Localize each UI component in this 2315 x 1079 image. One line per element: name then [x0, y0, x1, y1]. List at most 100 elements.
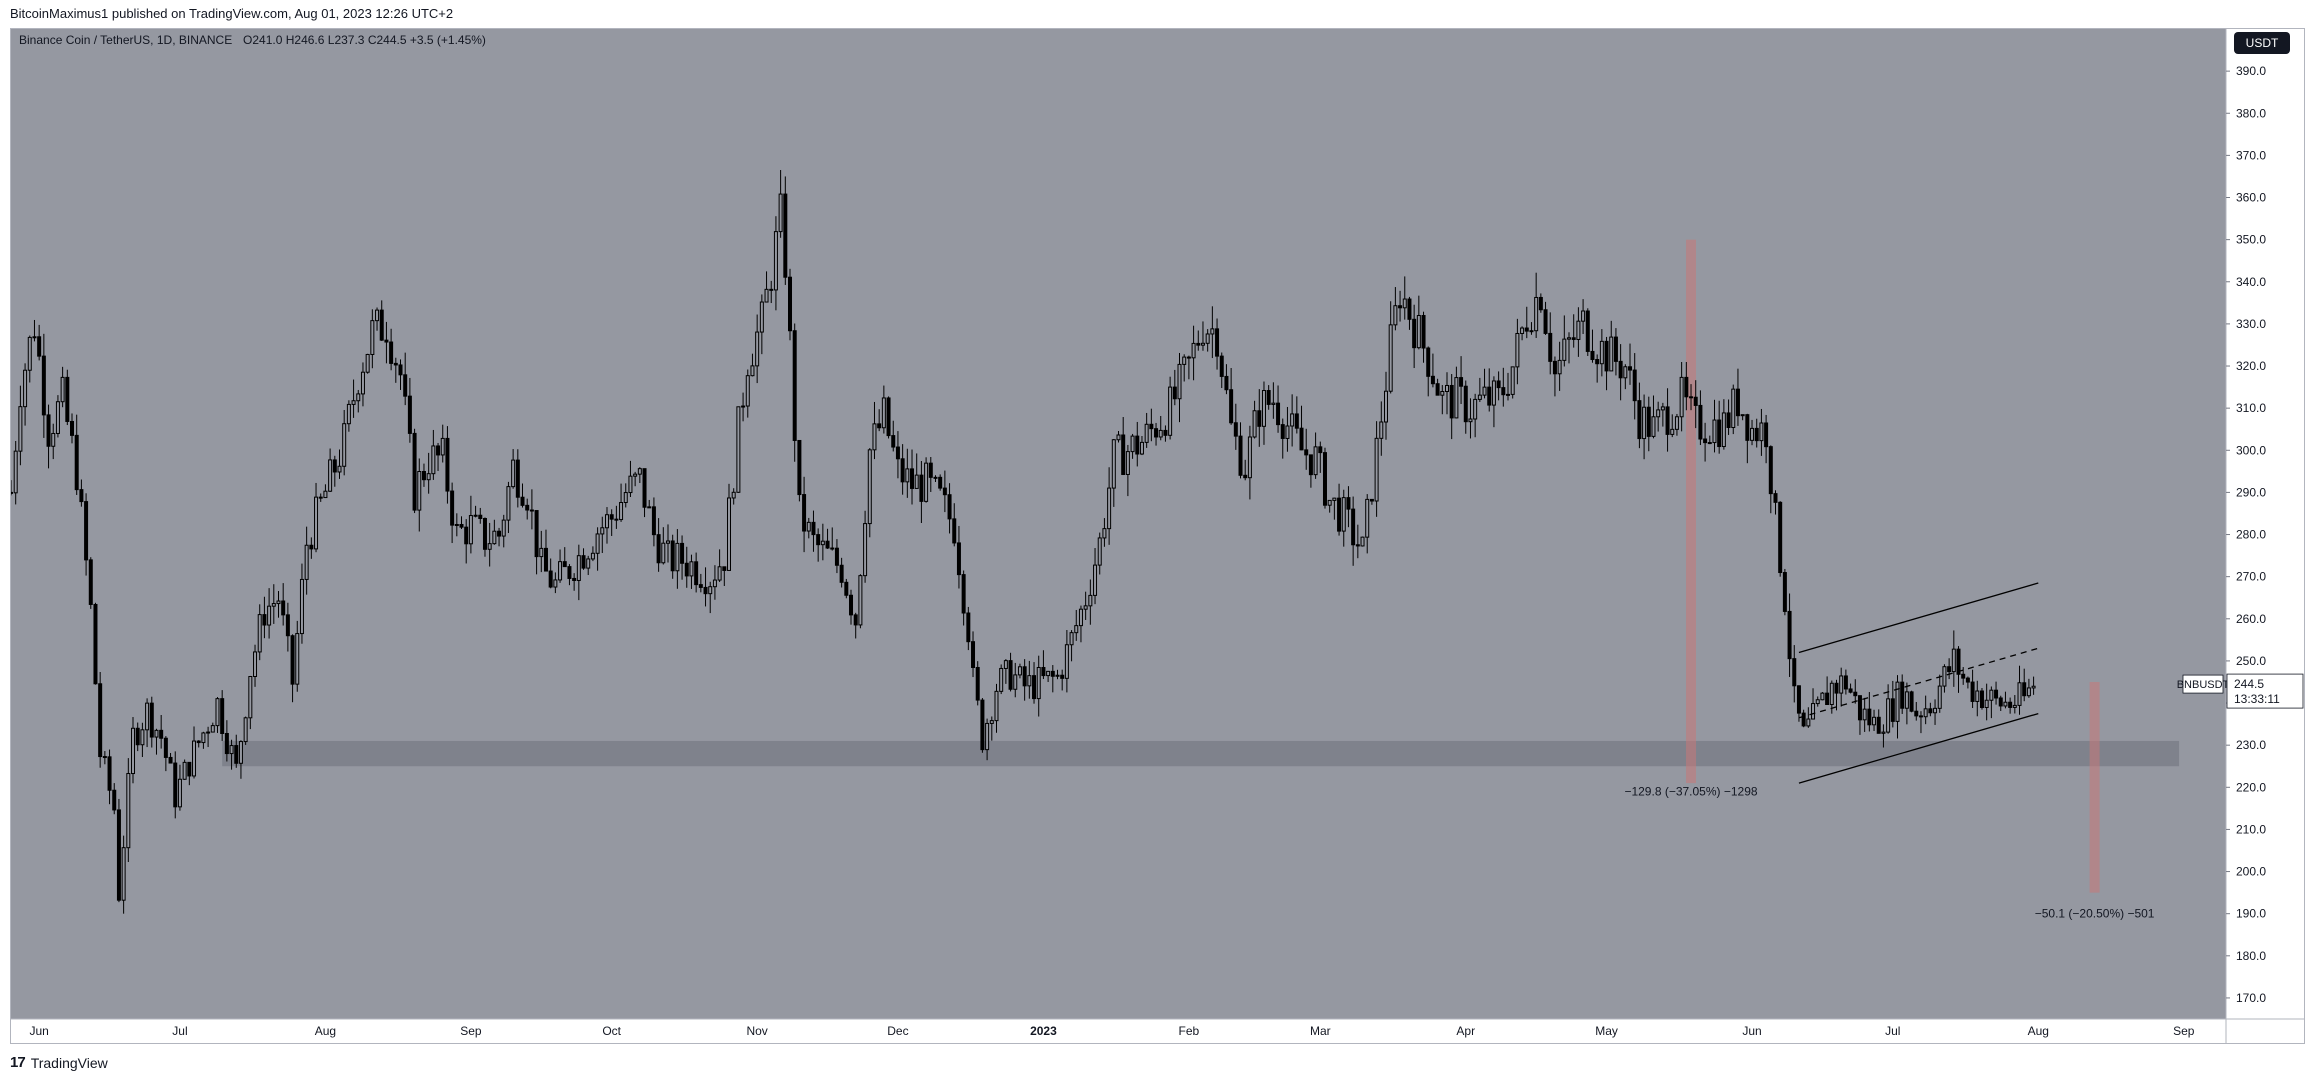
price-tick-label: 360.0 — [2236, 191, 2266, 205]
candle-body — [572, 577, 577, 581]
candle-body — [900, 458, 905, 483]
candle-body — [980, 699, 985, 751]
candle-body — [1670, 428, 1675, 435]
candle-body — [1215, 328, 1220, 357]
candle-body — [600, 527, 605, 535]
last-price-countdown: 13:33:11 — [2234, 692, 2280, 706]
candle-body — [201, 732, 206, 744]
candle-body — [788, 276, 793, 332]
candle-body — [1618, 360, 1623, 379]
candle-body — [539, 547, 544, 558]
candle-body — [792, 330, 797, 441]
candle-body — [1623, 366, 1628, 379]
candle-body — [314, 496, 319, 550]
price-axis: 390.0 380.0 370.0 360.0 350.0 340.0 330.0 320.0… — [2226, 64, 2266, 1005]
candle-body — [112, 789, 117, 811]
candle-body — [1407, 298, 1412, 320]
candle-body — [759, 301, 764, 333]
tradingview-footer: 17 TradingView — [10, 1052, 108, 1074]
candle-body — [1834, 682, 1839, 694]
candle-body — [1252, 410, 1257, 438]
candle-body — [450, 490, 455, 526]
candle-body — [1857, 695, 1862, 721]
candle-body — [18, 406, 23, 452]
price-tick-label: 220.0 — [2236, 780, 2266, 794]
candle-body — [1731, 388, 1736, 428]
candle-body — [1374, 437, 1379, 502]
candle-body — [576, 555, 581, 581]
candle-body — [1599, 340, 1604, 365]
candle-body — [2031, 685, 2036, 689]
candle-body — [1487, 386, 1492, 406]
candle-body — [459, 523, 464, 528]
candle-body — [1773, 493, 1778, 503]
candle-body — [304, 544, 309, 580]
candle-body — [1815, 699, 1820, 705]
candle-body — [1360, 536, 1365, 547]
currency-button-label[interactable]: USDT — [2246, 36, 2279, 50]
candle-body — [1642, 406, 1647, 440]
candle-body — [919, 474, 924, 502]
candle-body — [384, 339, 389, 343]
candle-body — [1247, 436, 1252, 479]
candle-body — [1914, 710, 1919, 717]
candle-body — [1529, 330, 1534, 333]
candle-body — [1679, 376, 1684, 418]
candle-body — [1130, 435, 1135, 453]
candle-body — [482, 518, 487, 550]
candle-body — [703, 586, 708, 595]
measure-label-2: −50.1 (−20.50%) −501 — [2035, 907, 2155, 921]
candle-body — [1646, 406, 1651, 437]
candle-body — [37, 336, 42, 357]
candle-body — [773, 231, 778, 291]
candle-body — [262, 614, 267, 626]
candle-body — [238, 741, 243, 764]
candle-body — [1290, 413, 1295, 427]
candle-body — [562, 561, 567, 568]
candle-body — [1121, 434, 1126, 475]
candle-body — [1524, 327, 1529, 332]
candle-body — [867, 449, 872, 525]
candle-body — [88, 559, 93, 605]
candle-body — [1543, 309, 1548, 334]
candle-body — [351, 400, 356, 405]
candle-body — [1928, 708, 1933, 714]
candle-body — [309, 544, 314, 550]
time-axis: Jun Jul Aug Sep Oct Nov Dec 2023 Feb Mar Apr May Jun… — [29, 1024, 2194, 1038]
chart-frame[interactable]: −129.8 (−37.05%) −1298 −50.1 (−20.50%) −5… — [10, 28, 2305, 1044]
candle-body — [736, 406, 741, 493]
candle-body — [337, 465, 342, 473]
candle-body — [642, 468, 647, 508]
price-tick-label: 250.0 — [2236, 654, 2266, 668]
candle-body — [55, 401, 60, 434]
candle-body — [1942, 666, 1947, 687]
candle-body — [1613, 336, 1618, 362]
price-chart[interactable]: −129.8 (−37.05%) −1298 −50.1 (−20.50%) −5… — [11, 29, 2304, 1043]
candle-body — [891, 435, 896, 448]
candle-body — [1463, 385, 1468, 423]
candle-body — [1947, 666, 1952, 673]
candle-body — [529, 509, 534, 512]
candle-body — [1069, 632, 1074, 646]
price-tick-label: 270.0 — [2236, 570, 2266, 584]
candle-body — [1609, 336, 1614, 372]
price-tick-label: 340.0 — [2236, 275, 2266, 289]
candle-body — [285, 614, 290, 637]
candle-body — [1285, 425, 1290, 439]
candle-body — [590, 552, 595, 560]
candle-body — [1017, 666, 1022, 676]
candle-body — [473, 514, 478, 517]
candle-body — [1426, 347, 1431, 377]
candle-body — [243, 717, 248, 743]
candle-body — [1552, 360, 1557, 375]
candle-body — [1796, 685, 1801, 714]
candle-body — [1149, 423, 1154, 430]
candle-body — [942, 487, 947, 496]
candle-body — [905, 468, 910, 483]
price-tick-label: 350.0 — [2236, 233, 2266, 247]
candle-body — [51, 432, 56, 447]
channel-upper-line — [1798, 582, 2039, 654]
candle-body — [1416, 315, 1421, 349]
candle-body — [1308, 454, 1313, 476]
candle-body — [1862, 708, 1867, 721]
